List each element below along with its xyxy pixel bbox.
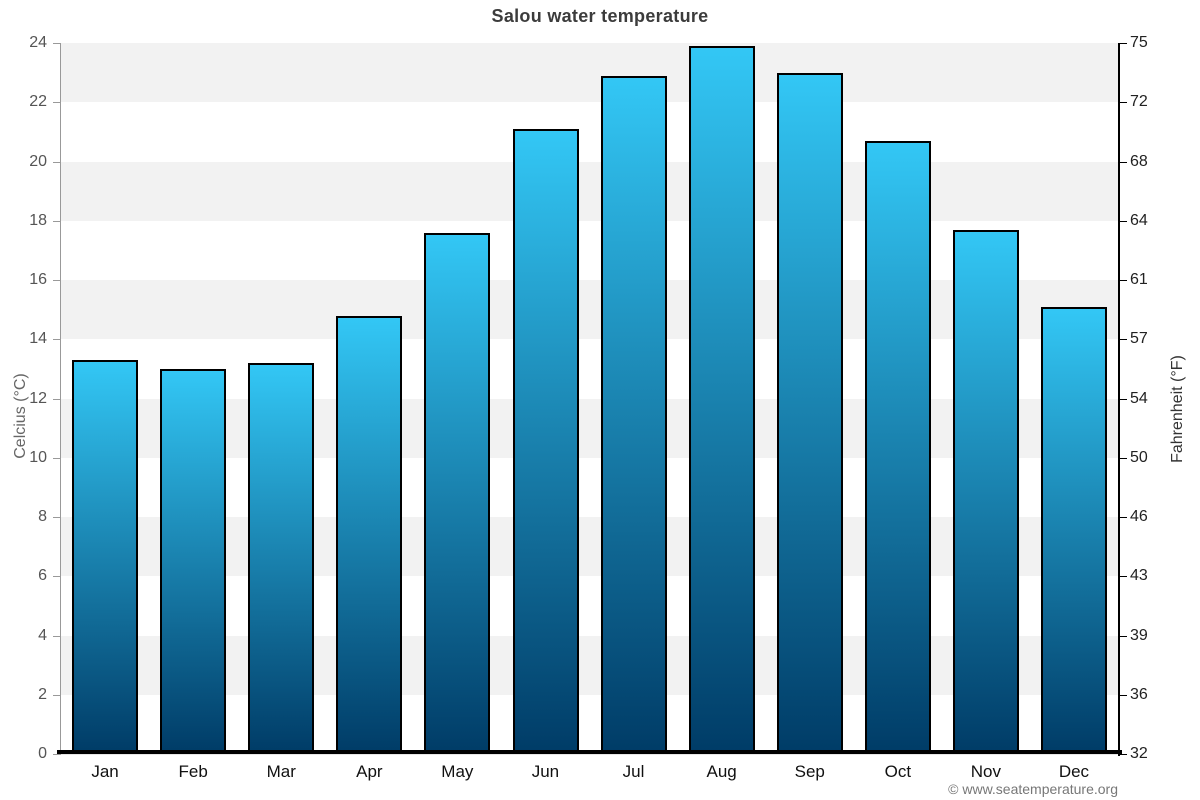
celsius-tick-mark bbox=[53, 280, 61, 281]
celsius-tick-label: 6 bbox=[38, 567, 47, 585]
fahrenheit-tick-mark bbox=[1120, 517, 1127, 518]
fahrenheit-tick-label: 50 bbox=[1130, 448, 1148, 466]
bar-dec[interactable] bbox=[1041, 306, 1107, 754]
copyright-source: © www.seatemperature.org bbox=[948, 781, 1118, 797]
grid-band bbox=[61, 161, 1118, 222]
fahrenheit-tick-mark bbox=[1120, 398, 1127, 400]
celsius-tick-mark bbox=[53, 43, 61, 44]
celsius-tick-mark bbox=[53, 517, 61, 518]
right-axis-line bbox=[1118, 43, 1120, 756]
celsius-tick-mark bbox=[53, 161, 61, 163]
x-tick-label-sep: Sep bbox=[794, 762, 825, 781]
fahrenheit-tick-label: 64 bbox=[1130, 211, 1148, 229]
fahrenheit-tick-label: 36 bbox=[1130, 685, 1148, 703]
fahrenheit-tick-label: 75 bbox=[1130, 34, 1148, 51]
grid-band bbox=[61, 517, 1118, 578]
celsius-tick-mark bbox=[53, 694, 61, 696]
bar-jul[interactable] bbox=[600, 75, 667, 754]
celsius-tick-label: 0 bbox=[38, 745, 47, 762]
fahrenheit-tick-mark bbox=[1120, 280, 1127, 281]
bar-mar[interactable] bbox=[248, 363, 315, 754]
celsius-tick-mark bbox=[53, 102, 61, 104]
fahrenheit-tick-label: 57 bbox=[1130, 330, 1148, 348]
celsius-tick-mark bbox=[53, 457, 61, 459]
x-tick-label-jan: Jan bbox=[91, 762, 119, 781]
celsius-tick-label: 24 bbox=[29, 34, 47, 51]
celsius-tick-label: 10 bbox=[29, 448, 47, 466]
celsius-tick-label: 16 bbox=[29, 271, 47, 288]
celsius-tick-mark bbox=[53, 754, 61, 755]
bar-nov[interactable] bbox=[952, 229, 1019, 754]
x-tick-label-aug: Aug bbox=[706, 762, 737, 781]
bar-oct[interactable] bbox=[864, 140, 931, 754]
celsius-tick-mark bbox=[53, 398, 61, 400]
x-tick-label-mar: Mar bbox=[266, 762, 296, 781]
fahrenheit-tick-label: 39 bbox=[1130, 626, 1148, 644]
x-tick-label-jul: Jul bbox=[622, 762, 645, 781]
fahrenheit-tick-mark bbox=[1120, 339, 1127, 341]
x-tick-label-jun: Jun bbox=[531, 762, 560, 781]
fahrenheit-tick-label: 32 bbox=[1130, 745, 1148, 762]
bar-jan[interactable] bbox=[72, 360, 138, 754]
bar-apr[interactable] bbox=[336, 315, 403, 754]
fahrenheit-tick-mark bbox=[1120, 457, 1127, 459]
x-tick-label-apr: Apr bbox=[356, 762, 383, 781]
fahrenheit-tick-mark bbox=[1120, 694, 1127, 696]
grid-band bbox=[61, 694, 1118, 755]
plot-area bbox=[61, 43, 1118, 755]
chart-title: Salou water temperature bbox=[491, 6, 709, 26]
grid-band bbox=[61, 635, 1118, 696]
celsius-tick-mark bbox=[53, 635, 61, 637]
celsius-tick-label: 18 bbox=[29, 211, 47, 229]
fahrenheit-tick-mark bbox=[1120, 43, 1127, 44]
fahrenheit-tick-label: 68 bbox=[1130, 152, 1148, 170]
celsius-tick-label: 12 bbox=[29, 389, 47, 407]
grid-band bbox=[61, 280, 1118, 341]
fahrenheit-tick-mark bbox=[1120, 102, 1127, 104]
x-tick-label-may: May bbox=[441, 762, 474, 781]
fahrenheit-tick-mark bbox=[1120, 161, 1127, 163]
celsius-tick-label: 20 bbox=[29, 152, 47, 170]
grid-band bbox=[61, 43, 1118, 104]
bar-aug[interactable] bbox=[688, 46, 755, 754]
fahrenheit-tick-mark bbox=[1120, 220, 1127, 222]
celsius-tick-label: 4 bbox=[38, 626, 47, 644]
grid-band bbox=[61, 398, 1118, 459]
bar-jun[interactable] bbox=[512, 128, 579, 754]
bar-may[interactable] bbox=[424, 232, 491, 754]
fahrenheit-tick-mark bbox=[1120, 576, 1127, 578]
fahrenheit-tick-mark bbox=[1120, 754, 1127, 755]
fahrenheit-axis-title: Fahrenheit (°F) bbox=[1169, 354, 1186, 463]
fahrenheit-tick-label: 46 bbox=[1130, 508, 1148, 525]
celsius-tick-label: 8 bbox=[38, 508, 47, 525]
grid-band bbox=[61, 102, 1118, 163]
celsius-axis-title: Celcius (°C) bbox=[12, 372, 29, 459]
fahrenheit-tick-label: 61 bbox=[1130, 271, 1148, 288]
fahrenheit-tick-label: 43 bbox=[1130, 567, 1148, 585]
x-tick-label-nov: Nov bbox=[970, 762, 1001, 781]
bar-feb[interactable] bbox=[160, 368, 227, 754]
celsius-tick-mark bbox=[53, 339, 61, 341]
celsius-tick-label: 22 bbox=[29, 93, 47, 111]
celsius-tick-label: 14 bbox=[29, 330, 47, 348]
celsius-tick-mark bbox=[53, 576, 61, 578]
celsius-tick-label: 2 bbox=[38, 685, 47, 703]
x-axis-line bbox=[57, 750, 1122, 754]
x-tick-label-dec: Dec bbox=[1058, 762, 1090, 781]
bar-sep[interactable] bbox=[776, 72, 843, 754]
celsius-tick-mark bbox=[53, 220, 61, 222]
x-tick-label-feb: Feb bbox=[178, 762, 208, 781]
fahrenheit-tick-label: 54 bbox=[1130, 389, 1148, 407]
left-axis-line bbox=[60, 43, 61, 754]
fahrenheit-tick-label: 72 bbox=[1130, 93, 1148, 111]
x-tick-label-oct: Oct bbox=[884, 762, 912, 781]
fahrenheit-tick-mark bbox=[1120, 635, 1127, 637]
